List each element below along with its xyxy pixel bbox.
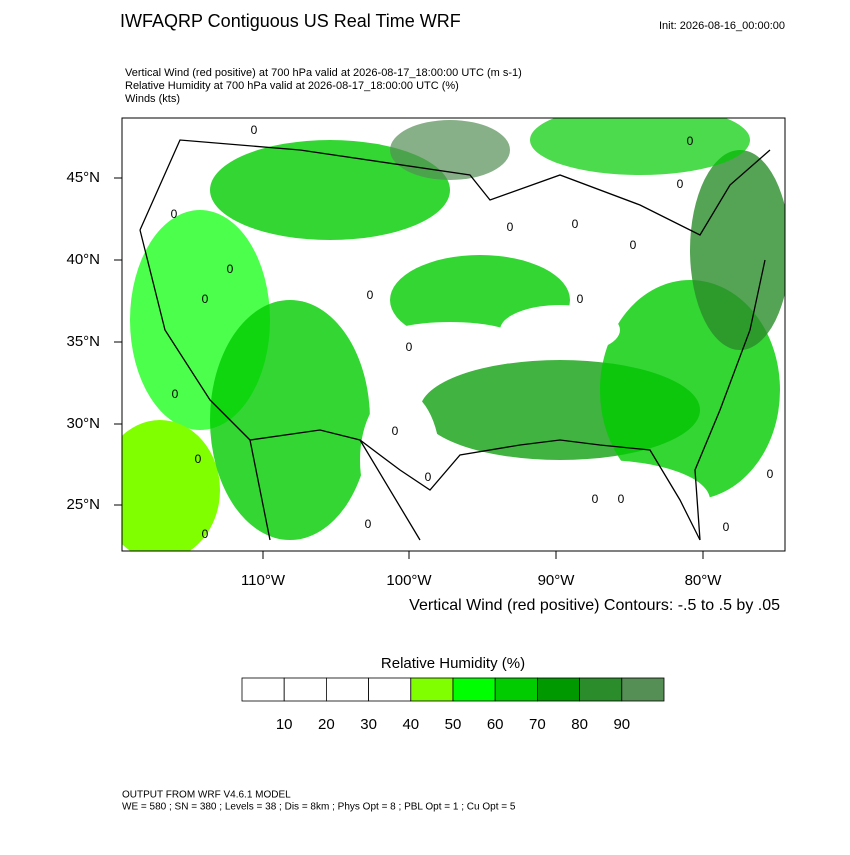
contour-label: 0 xyxy=(677,177,684,191)
colorbar-box xyxy=(325,677,369,702)
map xyxy=(121,117,786,552)
colorbar-label: 80 xyxy=(571,716,588,733)
contour-label: 0 xyxy=(171,207,178,221)
lat-label: 35°N xyxy=(66,333,100,350)
lat-label: 45°N xyxy=(66,169,100,186)
lon-label: 100°W xyxy=(386,572,432,589)
contour-label: 0 xyxy=(406,340,413,354)
lat-label: 25°N xyxy=(66,496,100,513)
contour-label: 0 xyxy=(172,387,179,401)
contour-label: 0 xyxy=(577,292,584,306)
subtitle: Winds (kts) xyxy=(125,93,180,105)
contour-label: 0 xyxy=(365,517,372,531)
footer: WE = 580 ; SN = 380 ; Levels = 38 ; Dis … xyxy=(122,802,516,813)
lon-label: 90°W xyxy=(538,572,576,589)
contour-label: 0 xyxy=(195,452,202,466)
colorbar-label: 10 xyxy=(276,716,293,733)
colorbar-box xyxy=(579,677,623,702)
contour-label: 0 xyxy=(507,220,514,234)
contour-label: 0 xyxy=(425,470,432,484)
colorbar-box xyxy=(410,677,454,702)
contour-label: 0 xyxy=(367,288,374,302)
contour-label: 0 xyxy=(630,238,637,252)
colorbar-box xyxy=(368,677,412,702)
colorbar-label: 30 xyxy=(360,716,377,733)
contour-label: 0 xyxy=(723,520,730,534)
subtitle: Vertical Wind (red positive) at 700 hPa … xyxy=(125,67,522,79)
humidity-field xyxy=(122,118,785,551)
contour-label: 0 xyxy=(618,492,625,506)
contour-label: 0 xyxy=(572,217,579,231)
colorbar-label: 50 xyxy=(445,716,462,733)
map-frame xyxy=(121,117,786,552)
subtitle: Relative Humidity at 700 hPa valid at 20… xyxy=(125,80,459,92)
contour-label: 0 xyxy=(687,134,694,148)
colorbar-title: Relative Humidity (%) xyxy=(381,655,525,672)
colorbar-label: 20 xyxy=(318,716,335,733)
colorbar-label: 60 xyxy=(487,716,504,733)
colorbar-box xyxy=(494,677,538,702)
lat-label: 40°N xyxy=(66,251,100,268)
contour-label: 0 xyxy=(392,424,399,438)
colorbar-box xyxy=(283,677,327,702)
contour-label: 0 xyxy=(251,123,258,137)
contour-label: 0 xyxy=(202,292,209,306)
colorbar-box xyxy=(537,677,581,702)
contour-label: 0 xyxy=(227,262,234,276)
borders xyxy=(139,139,771,541)
colorbar-label: 40 xyxy=(402,716,419,733)
lon-label: 110°W xyxy=(241,572,286,589)
init-time: Init: 2026-08-16_00:00:00 xyxy=(659,20,785,32)
lat-label: 30°N xyxy=(66,415,100,432)
colorbar-box xyxy=(621,677,665,702)
lon-label: 80°W xyxy=(685,572,723,589)
contour-label: 0 xyxy=(767,467,774,481)
contour-note: Vertical Wind (red positive) Contours: -… xyxy=(409,597,780,614)
colorbar-box xyxy=(241,677,285,702)
footer: OUTPUT FROM WRF V4.6.1 MODEL xyxy=(122,790,291,801)
title: IWFAQRP Contiguous US Real Time WRF xyxy=(120,11,461,31)
colorbar-box xyxy=(452,677,496,702)
contour-label: 0 xyxy=(592,492,599,506)
contour-label: 0 xyxy=(202,527,209,541)
colorbar-label: 70 xyxy=(529,716,546,733)
colorbar-label: 90 xyxy=(613,716,630,733)
